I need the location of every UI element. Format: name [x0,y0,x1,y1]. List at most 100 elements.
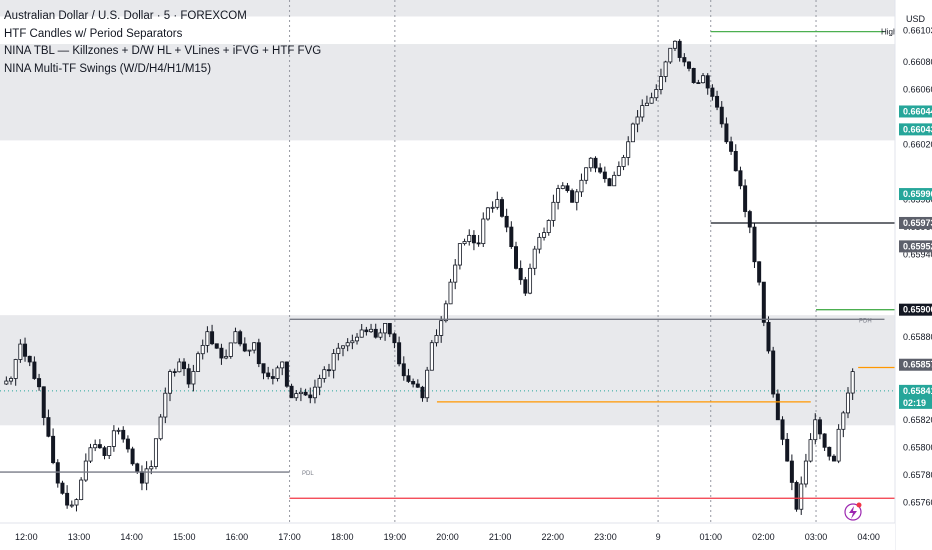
candle-body [766,321,771,352]
x-tick-0: 12:00 [15,532,38,542]
candle-body [490,206,495,209]
candle-body [32,361,37,379]
candle-body [729,141,734,152]
candle-body [177,361,182,373]
time-axis [0,523,895,550]
candle-body [294,393,299,399]
candle-body [504,215,509,228]
candle-body [13,359,18,379]
candle-body [785,438,790,462]
candle-body [373,328,378,338]
x-tick-13: 01:00 [699,532,722,542]
x-tick-14: 02:00 [752,532,775,542]
x-tick-6: 18:00 [331,532,354,542]
x-tick-10: 22:00 [542,532,565,542]
candle-body [738,170,743,187]
candle-body [710,87,715,97]
candle-body [153,438,158,467]
symbol-title[interactable]: Australian Dollar / U.S. Dollar · 5 · FO… [4,10,247,22]
candle-body [261,363,266,374]
x-tick-16: 04:00 [857,532,880,542]
candle-body [626,141,631,158]
candle-body [182,361,187,370]
candle-body [691,68,696,83]
candle-body [528,267,533,294]
candle-body [654,89,659,99]
candle-body [537,236,542,250]
indicator-nina-swings[interactable]: NINA Multi-TF Swings (W/D/H4/H1/M15) [4,62,212,75]
candle-body [771,350,776,395]
price-tag-text-6: 0.65857 [903,360,932,370]
candle-body [205,331,210,346]
candle-body [79,479,84,501]
candle-body [448,281,453,305]
candle-body [139,471,144,484]
candle-body [630,123,635,143]
candle-body [336,347,341,354]
y-tick-0.66103: 0.66103 [903,25,932,35]
candle-body [387,323,392,335]
x-tick-4: 16:00 [226,532,249,542]
candle-body [125,438,130,450]
candle-body [275,367,280,379]
candle-body [514,246,519,269]
candle-body [97,444,102,449]
candle-body [46,417,51,437]
x-tick-2: 14:00 [120,532,143,542]
candle-body [196,353,201,372]
candle-body [51,435,56,464]
candle-body [397,342,402,365]
candle-body [696,82,701,84]
candle-body [556,188,561,203]
candle-body [4,380,9,385]
indicator-htf-candles[interactable]: HTF Candles w/ Period Separators [4,27,183,40]
candle-body [841,412,846,430]
candle-body [509,226,514,248]
candle-body [289,385,294,399]
candle-body [616,166,621,176]
candle-body [476,242,481,245]
x-tick-8: 20:00 [436,532,459,542]
candle-body [523,279,528,294]
candle-body [827,446,832,457]
candle-body [429,342,434,371]
price-tag-text-3: 0.65973 [903,218,932,228]
price-tag-countdown: 02:19 [903,398,926,408]
candle-body [83,460,88,481]
candle-body [457,243,462,266]
candle-body [649,97,654,104]
candle-body [495,199,500,208]
candle-body [687,61,692,69]
candle-body [186,368,191,385]
candle-body [635,116,640,125]
candle-body [121,429,126,440]
candle-body [9,378,14,382]
candle-body [663,61,668,77]
candle-body [228,342,233,357]
candle-body [499,199,504,217]
price-tag-text-7: 0.65841 [903,386,932,396]
candle-body [242,343,247,352]
candle-body [18,343,23,360]
candle-body [668,47,673,63]
candle-body [88,447,93,462]
indicator-nina-tbl[interactable]: NINA TBL — Killzones + D/W HL + VLines +… [4,45,322,57]
candle-body [467,234,472,242]
price-tag-text-2: 0.65996 [903,189,932,199]
candle-body [551,201,556,221]
candle-body [672,40,677,49]
killzone-band-2 [0,315,895,426]
candle-body [518,267,523,281]
candle-body [406,375,411,382]
candle-body [37,378,42,388]
candle-body [252,342,257,351]
candle-body [588,157,593,169]
candle-body [163,392,168,418]
candle-body [130,448,135,465]
